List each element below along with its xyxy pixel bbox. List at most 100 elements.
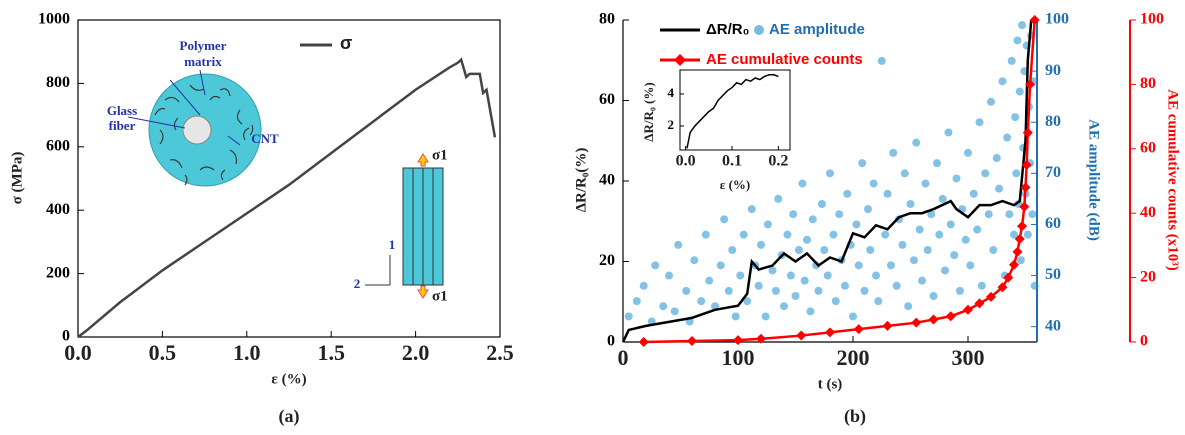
x-tick-label: 0 — [618, 345, 629, 370]
y-tick-label: 20 — [1140, 268, 1156, 285]
pointer-lines — [127, 69, 241, 146]
legend-marker — [754, 25, 764, 35]
y-tick-label: 600 — [46, 137, 70, 154]
scatter-point — [977, 281, 986, 290]
plot-frame — [77, 19, 501, 338]
scatter-point — [794, 246, 803, 254]
scatter-point — [1011, 113, 1020, 122]
annotation: Glass — [107, 103, 137, 118]
y-tick-label: 200 — [46, 264, 70, 281]
scatter-point — [771, 286, 780, 295]
scatter-point — [883, 189, 892, 198]
scatter-point — [969, 189, 978, 198]
scatter-point — [1007, 56, 1016, 65]
scatter-point — [800, 276, 809, 285]
scatter-point — [817, 200, 826, 208]
x-axis-title: ε (%) — [271, 371, 306, 387]
legend-label: AE amplitude — [769, 21, 865, 38]
scatter-point — [763, 220, 772, 229]
scatter-point — [823, 271, 832, 280]
scatter-point — [674, 240, 683, 249]
scatter-point — [826, 169, 834, 178]
scatter-point — [803, 235, 811, 244]
annotation: Polymer — [180, 38, 227, 53]
scatter-point — [984, 210, 993, 219]
panel-label: (b) — [844, 406, 866, 427]
annotation: σ1 — [432, 147, 448, 163]
scatter-point — [820, 246, 829, 254]
scatter-point — [929, 292, 938, 300]
scatter-point — [973, 225, 982, 234]
scatter-point — [716, 261, 725, 270]
scatter-point — [852, 220, 861, 229]
scatter-point — [1012, 169, 1021, 178]
scatter-point — [789, 210, 798, 219]
scatter-point — [981, 169, 990, 178]
x-tick-label: 1.5 — [317, 340, 345, 365]
scatter-point — [946, 220, 955, 229]
scatter-point — [840, 281, 849, 290]
scatter-point — [780, 302, 788, 311]
scatter-point — [1016, 256, 1025, 265]
y-tick-label: 400 — [46, 201, 70, 218]
diamond-marker — [963, 304, 973, 315]
diamond-marker — [756, 333, 766, 344]
cnt-lines — [154, 84, 254, 186]
scatter-point — [665, 271, 673, 280]
scatter-point — [1018, 21, 1027, 30]
scatter-point — [921, 179, 930, 188]
scatter-point — [938, 194, 947, 203]
y-tick-label: 50 — [1045, 266, 1061, 283]
scatter-point — [915, 225, 924, 234]
legend-label: ΔR/R₀ — [706, 21, 749, 38]
scatter-point — [659, 302, 668, 311]
scatter-point — [639, 281, 648, 290]
scatter-point — [743, 297, 752, 306]
diamond-marker — [928, 314, 939, 325]
diamond-marker — [1003, 272, 1014, 283]
fiber-circle — [182, 115, 212, 145]
x-tick-label: 0.0 — [676, 153, 696, 170]
annotation: 2 — [354, 276, 361, 291]
diamond-marker — [911, 317, 922, 328]
scatter-point — [923, 246, 932, 254]
scatter-point — [754, 281, 763, 290]
diamond-marker — [1017, 221, 1028, 232]
y-tick-label: 0 — [62, 328, 70, 345]
diamond-marker — [1025, 79, 1036, 90]
y-tick-label: 60 — [1045, 215, 1061, 232]
scatter-point — [670, 307, 679, 316]
scatter-point — [774, 194, 783, 203]
diamond-marker — [853, 324, 864, 335]
inset-x-title: ε (%) — [720, 177, 750, 192]
diamond-marker — [1022, 127, 1033, 138]
scatter-point — [989, 246, 998, 254]
scatter-point — [961, 235, 970, 244]
y-tick-label: 40 — [1140, 204, 1156, 221]
scatter-point — [900, 169, 909, 178]
y-tick-label: 40 — [1045, 317, 1061, 334]
scatter-point — [860, 286, 869, 295]
scatter-point — [898, 240, 907, 249]
scatter-point — [701, 230, 710, 239]
diamond-marker — [1009, 259, 1019, 270]
x-tick-label: 2.5 — [486, 340, 514, 365]
scatter-point — [739, 230, 748, 239]
scatter-point — [866, 246, 875, 254]
x-tick-label: 200 — [837, 345, 870, 370]
scatter-point — [952, 174, 961, 183]
scatter-point — [761, 312, 770, 321]
y-tick-label: 90 — [1045, 62, 1061, 79]
y-tick-label: 100 — [1140, 11, 1164, 28]
scatter-point — [874, 297, 883, 306]
diamond-marker — [1020, 182, 1031, 193]
scatter-point — [886, 261, 895, 270]
scatter-point — [992, 154, 1001, 162]
diamond-marker — [1021, 159, 1032, 170]
diamond-marker — [733, 335, 743, 346]
y-axis-title: ΔR/R₀(%) — [573, 148, 589, 213]
scatter-point — [1013, 36, 1022, 45]
scatter-point — [955, 286, 964, 295]
inset-line — [686, 74, 779, 149]
scatter-point — [757, 240, 765, 249]
